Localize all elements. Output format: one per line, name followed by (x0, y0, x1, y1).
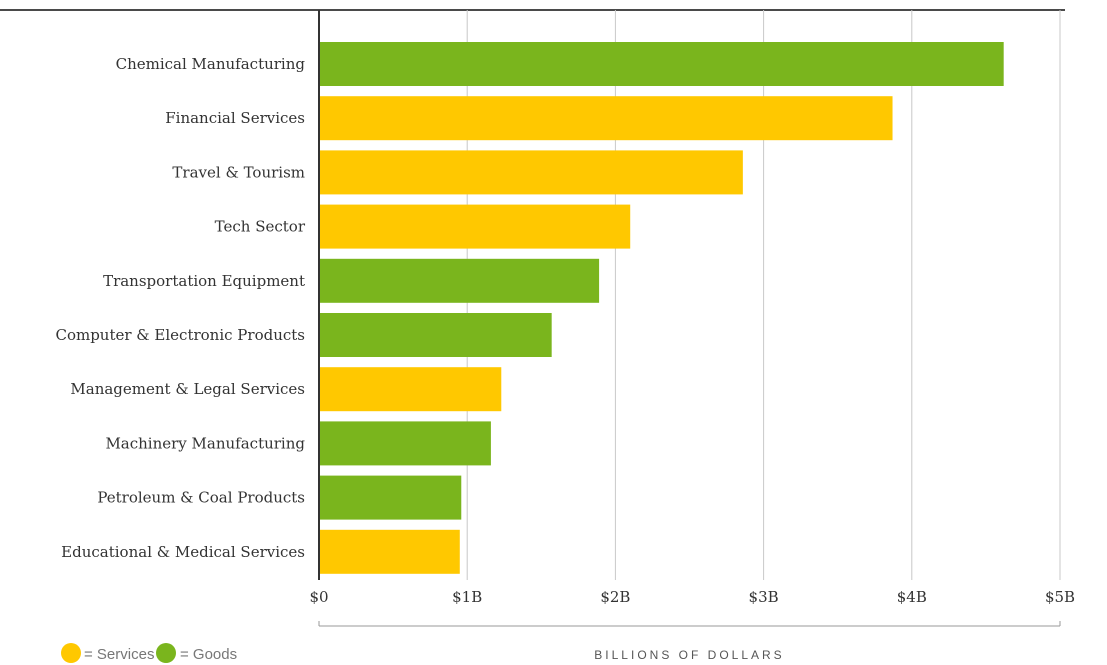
bar (320, 96, 893, 141)
category-labels: Chemical Manufacturing Financial Services… (55, 55, 305, 561)
legend: = Services = Goods (61, 643, 237, 663)
bar (320, 421, 491, 466)
tick-label: $2B (600, 588, 630, 606)
category-label: Chemical Manufacturing (116, 55, 306, 73)
category-label: Tech Sector (215, 218, 306, 236)
bars (320, 42, 1004, 574)
bar (320, 258, 600, 303)
tick-label: $4B (897, 588, 927, 606)
tick-labels: $0 $1B $2B $3B $4B $5B (309, 588, 1075, 606)
legend-label: = Goods (180, 646, 237, 663)
x-axis-title: BILLIONS OF DOLLARS (594, 648, 784, 662)
tick-label: $1B (452, 588, 482, 606)
bar (320, 42, 1004, 86)
category-label: Financial Services (165, 109, 305, 127)
category-label: Machinery Manufacturing (105, 434, 305, 452)
bar (320, 150, 743, 195)
bar (320, 529, 460, 574)
tick-label: $0 (309, 588, 328, 606)
bar (320, 204, 631, 249)
bar (320, 367, 502, 412)
bar (320, 475, 462, 520)
legend-swatch (156, 643, 176, 663)
x-axis-bracket (318, 621, 1061, 627)
tick-label: $3B (749, 588, 779, 606)
category-label: Management & Legal Services (70, 380, 305, 398)
bar (320, 313, 552, 357)
tick-label: $5B (1045, 588, 1075, 606)
category-label: Educational & Medical Services (61, 543, 305, 561)
category-label: Transportation Equipment (103, 272, 305, 290)
category-label: Petroleum & Coal Products (97, 489, 305, 507)
legend-swatch (61, 643, 81, 663)
legend-label: = Services (84, 646, 154, 663)
category-label: Computer & Electronic Products (55, 326, 305, 344)
category-label: Travel & Tourism (172, 163, 305, 181)
